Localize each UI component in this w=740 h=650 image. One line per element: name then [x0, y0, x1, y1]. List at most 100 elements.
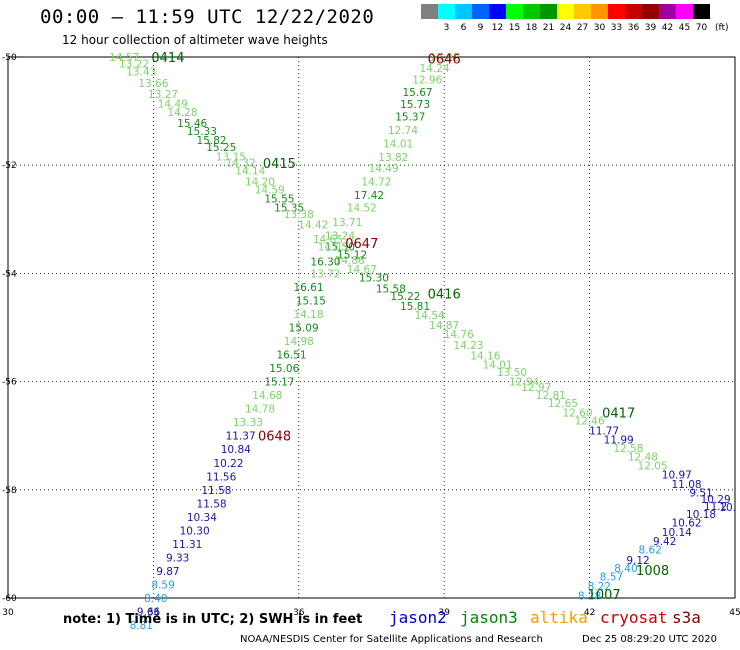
swh-value-label: 15.33 — [187, 126, 217, 138]
swh-value-label: 15.30 — [359, 273, 389, 285]
color-swatch-label: 27 — [576, 23, 589, 33]
color-swatch-label: 6 — [460, 23, 467, 33]
swh-value-label: 11.99 — [604, 434, 634, 446]
swh-value-label: 14.72 — [361, 176, 391, 188]
swh-value-label: 14.86 — [335, 255, 365, 267]
swh-value-label: 14.23 — [453, 340, 483, 352]
color-swatch-label: 42 — [661, 23, 674, 33]
color-swatch — [676, 4, 693, 19]
pass-time-label: 1007 — [588, 588, 621, 603]
swh-value-label: 14.32 — [226, 157, 256, 169]
footer-note: note: 1) Time is in UTC; 2) SWH is in fe… — [63, 612, 363, 627]
swh-value-label: 12.46 — [575, 416, 605, 428]
swh-value-label: 13.27 — [148, 89, 178, 101]
swh-value-label: 15.58 — [376, 284, 406, 296]
chart-subtitle: 12 hour collection of altimeter wave hei… — [62, 33, 328, 47]
swh-value-label: 13.33 — [233, 417, 263, 429]
swh-value-label: 16.51 — [276, 350, 306, 362]
swh-value-label: 12.74 — [388, 125, 418, 137]
swh-value-label: 10.30 — [180, 525, 210, 537]
pass-time-label: 0647 — [345, 237, 378, 252]
pass-time-label: 0415 — [263, 157, 296, 172]
swh-value-label: 15.81 — [400, 301, 430, 313]
y-tick-label: -50 — [2, 53, 17, 63]
color-swatch — [455, 4, 472, 19]
swh-value-label: 12.96 — [412, 75, 442, 87]
swh-value-label: 10.18 — [686, 509, 716, 521]
sat-label-jason3: jason3 — [460, 608, 518, 627]
swh-value-label: 12.97 — [521, 382, 551, 394]
swh-value-label: 14.24 — [419, 63, 449, 75]
swh-value-label: 14.01 — [482, 359, 512, 371]
swh-value-label: 14.98 — [284, 336, 314, 348]
swh-value-label: 15.12 — [337, 249, 367, 261]
swh-value-label: 17.42 — [354, 190, 384, 202]
swh-value-label: 15.46 — [177, 118, 207, 130]
x-tick-label: 42 — [584, 608, 595, 618]
color-swatch — [438, 4, 455, 19]
swh-value-label: 14.78 — [245, 404, 275, 416]
swh-value-label: 15.35 — [274, 202, 304, 214]
color-swatch — [523, 4, 540, 19]
credit-line: NOAA/NESDIS Center for Satellite Applica… — [240, 634, 543, 645]
swh-value-label: 14.52 — [347, 202, 377, 214]
color-swatch — [472, 4, 489, 19]
swh-value-label: 13.71 — [332, 217, 362, 229]
swh-value-label: 12.94 — [509, 377, 539, 389]
swh-value-label: 9.33 — [166, 552, 189, 564]
swh-value-label: 14.49 — [369, 163, 399, 175]
swh-value-label: 16.61 — [293, 282, 323, 294]
swh-value-label: 9.42 — [653, 536, 676, 548]
sat-label-jason2: jason2 — [389, 608, 447, 627]
color-swatch — [591, 4, 608, 19]
swh-value-label: 8.40 — [614, 563, 637, 575]
color-swatch — [659, 4, 676, 19]
swh-value-label: 8.57 — [600, 571, 623, 583]
swh-value-label: 8.40 — [144, 593, 167, 605]
swh-value-label: 15.17 — [264, 377, 294, 389]
swh-value-label: 9.66 — [137, 607, 161, 619]
color-swatch — [540, 4, 557, 19]
swh-value-label: 14.28 — [167, 107, 197, 119]
swh-value-label: 11.37 — [226, 431, 256, 443]
swh-value-label: 10. — [719, 502, 736, 514]
swh-value-label: 14.01 — [383, 139, 413, 151]
swh-value-label: 8.81 — [130, 620, 153, 632]
pass-time-label: 1008 — [636, 564, 669, 579]
color-swatch — [693, 4, 710, 19]
swh-value-label: 10.34 — [187, 512, 217, 524]
swh-value-label: 14.49 — [158, 99, 188, 111]
color-swatch — [489, 4, 506, 19]
swh-value-label: 9.51 — [689, 488, 712, 500]
color-swatch-label: 70 — [695, 23, 708, 33]
swh-value-label: 16.30 — [310, 256, 340, 268]
color-swatch-label: 39 — [644, 23, 657, 33]
swh-value-label: 10.22 — [213, 458, 243, 470]
swh-value-label: 15.06 — [269, 363, 299, 375]
swh-value-label: 11.77 — [589, 425, 619, 437]
x-tick-label: 33 — [148, 608, 159, 618]
chart-title: 00:00 – 11:59 UTC 12/22/2020 — [40, 6, 375, 28]
swh-value-label: 13.02 — [429, 52, 459, 64]
plot-frame — [7, 56, 736, 599]
color-swatch-label: 3 — [443, 23, 450, 33]
swh-value-label: 13.72 — [310, 268, 340, 280]
color-swatch — [625, 4, 642, 19]
color-swatch-label: 9 — [477, 23, 484, 33]
color-swatch — [642, 4, 659, 19]
swh-value-label: 11.56 — [206, 471, 236, 483]
color-swatch-label: 15 — [508, 23, 521, 33]
swh-value-label: 13.38 — [284, 209, 314, 221]
color-swatch — [421, 4, 438, 19]
swh-value-label: 15.55 — [264, 194, 294, 206]
color-swatch-label: 33 — [610, 23, 623, 33]
swh-value-label: 15.25 — [206, 142, 236, 154]
generation-timestamp: Dec 25 08:29:20 UTC 2020 — [582, 634, 717, 645]
swh-value-label: 13.43 — [126, 67, 156, 79]
y-tick-label: -54 — [2, 269, 17, 279]
color-swatch-label: 21 — [542, 23, 555, 33]
y-tick-label: -58 — [2, 486, 17, 496]
swh-value-label: 15.73 — [400, 99, 430, 111]
swh-value-label: 10.97 — [662, 470, 692, 482]
